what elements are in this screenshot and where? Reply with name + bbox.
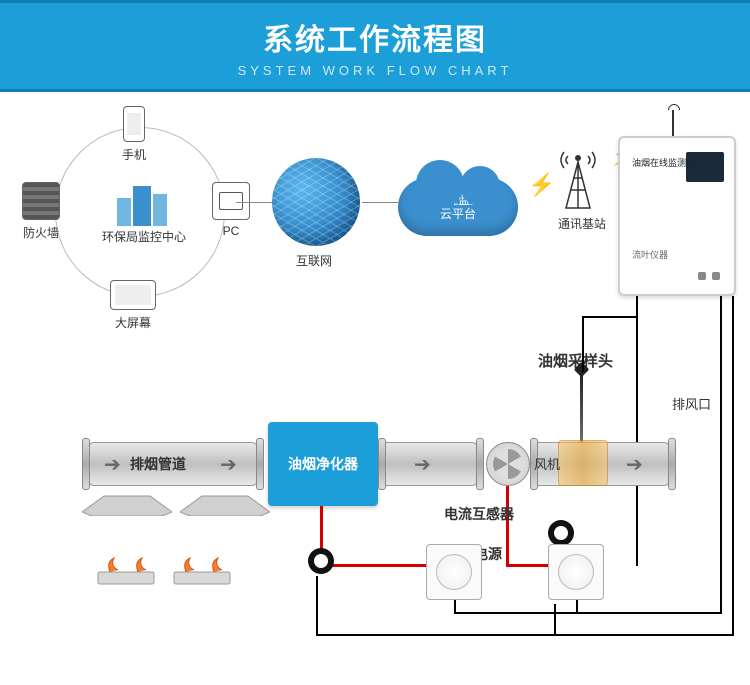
- label-internet: 互联网: [296, 252, 332, 269]
- arrow-1: ➔: [104, 452, 121, 477]
- globe-icon: [272, 158, 360, 246]
- joint-6: [668, 438, 676, 490]
- diagram-canvas: 手机 防火墙 PC 大屏幕 环保局监控中心 互联网 环境监控 云平台 ⚡ 通: [0, 92, 750, 685]
- joint-2: [256, 438, 264, 490]
- wire-blk-g2: [316, 634, 734, 636]
- link-dash-1: [236, 202, 274, 203]
- wire-blk-2: [720, 296, 722, 612]
- wire-blk-g1: [316, 576, 318, 636]
- bolt-icon-1: ⚡: [528, 172, 555, 198]
- link-dash-2: [362, 202, 398, 203]
- wire-blk-3: [732, 296, 734, 636]
- stove-2: [172, 556, 232, 586]
- fan-icon: [486, 442, 530, 486]
- wire-red-2: [320, 564, 430, 567]
- wire-blk-h1: [582, 316, 638, 318]
- hood-1: [82, 492, 172, 516]
- node-firewall: 防火墙: [22, 182, 60, 241]
- arrow-3: ➔: [414, 452, 431, 477]
- monitoring-center-group: 手机 防火墙 PC 大屏幕 环保局监控中心: [40, 112, 240, 312]
- monitor-device: 油烟在线监测仪 流叶仪器: [618, 136, 736, 296]
- label-ct: 电流互感器: [444, 504, 514, 524]
- label-outlet: 排风口: [672, 394, 711, 413]
- arrow-4: ➔: [626, 452, 643, 477]
- joint-1: [82, 438, 90, 490]
- node-pc: PC: [212, 182, 250, 238]
- cloud-platform: 环境监控 云平台: [398, 178, 518, 236]
- node-phone: 手机: [122, 106, 146, 163]
- arrow-2: ➔: [220, 452, 237, 477]
- socket-2: [548, 544, 604, 600]
- label-duct: 排烟管道: [130, 454, 186, 474]
- base-station: 通讯基站: [558, 150, 598, 232]
- header-banner: 系统工作流程图 SYSTEM WORK FLOW CHART: [0, 0, 750, 92]
- wire-blk-1: [636, 296, 638, 566]
- node-bigscreen: 大屏幕: [110, 280, 156, 331]
- wire-blk-g6: [576, 600, 578, 614]
- socket-1: [426, 544, 482, 600]
- joint-3: [378, 438, 386, 490]
- label-fan: 风机: [534, 454, 560, 473]
- antenna-icon: [672, 110, 674, 138]
- wire-blk-g3: [554, 604, 556, 636]
- sampling-opening: [558, 440, 608, 486]
- wire-blk-v1: [582, 316, 584, 372]
- wire-blk-g5: [454, 612, 722, 614]
- purifier-box: 油烟净化器: [268, 422, 378, 506]
- hood-2: [180, 492, 270, 516]
- ct-1: [308, 548, 334, 574]
- wire-red-3: [506, 486, 509, 566]
- ct-2: [548, 520, 574, 546]
- stove-1: [96, 556, 156, 586]
- joint-4: [476, 438, 484, 490]
- node-epb-center: 环保局监控中心: [102, 186, 182, 245]
- title-en: SYSTEM WORK FLOW CHART: [238, 63, 513, 78]
- title-cn: 系统工作流程图: [263, 15, 487, 59]
